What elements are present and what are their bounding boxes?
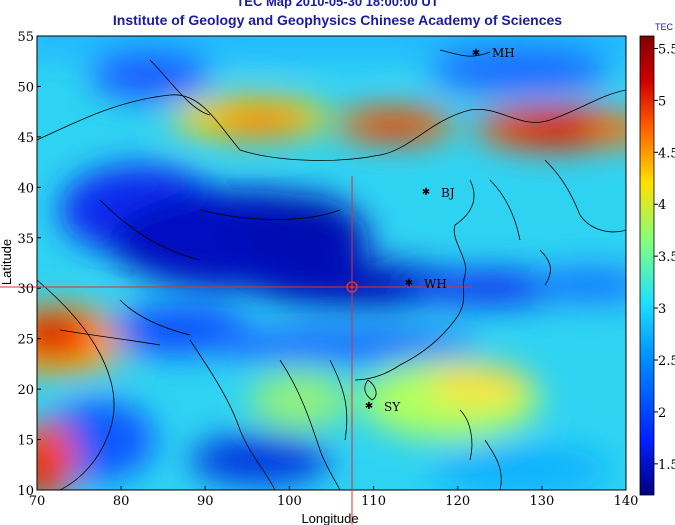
map-subtitle: Institute of Geology and Geophysics Chin… — [112, 12, 563, 28]
station-wh: ✱ WH — [405, 277, 447, 291]
crosshair-target-icon — [346, 281, 358, 293]
colorbar-tick-label: 3 — [658, 302, 666, 317]
y-tick-label: 55 — [17, 30, 34, 45]
colorbar-tick-label: 2.5 — [658, 354, 675, 369]
colorbar-label: TEC — [655, 22, 674, 32]
station-marker-icon: ✱ — [365, 401, 373, 412]
x-tick-label: 130 — [529, 494, 554, 509]
colorbar-tick-label: 4 — [658, 198, 666, 213]
map-title: TEC Map 2010-05-30 18:00:00 UT — [236, 0, 439, 9]
y-tick-label: 10 — [17, 484, 34, 499]
y-tick-label: 15 — [17, 434, 34, 449]
x-tick-label: 80 — [113, 494, 130, 509]
station-bj: ✱ BJ — [422, 186, 455, 200]
colorbar-ticks: 1.5 2 2.5 3 3.5 4 4.5 5 5.5 — [654, 42, 675, 473]
y-tick-label: 40 — [17, 181, 34, 196]
y-tick-label: 20 — [17, 383, 34, 398]
y-axis-ticks: 10 15 20 25 30 35 40 45 50 55 — [17, 30, 41, 499]
x-tick-label: 120 — [445, 494, 470, 509]
x-tick-label: 110 — [361, 494, 386, 509]
crosshair — [0, 176, 472, 525]
tec-field — [37, 36, 626, 490]
y-tick-label: 35 — [17, 232, 34, 247]
colorbar-ramp — [639, 35, 655, 496]
colorbar-tick-label: 4.5 — [658, 146, 675, 161]
x-tick-label: 70 — [29, 494, 46, 509]
station-marker-icon: ✱ — [472, 48, 480, 59]
colorbar-tick-label: 1.5 — [658, 458, 675, 473]
coastlines — [37, 49, 626, 490]
colorbar-tick-label: 3.5 — [658, 250, 675, 265]
station-mh: ✱ MH — [472, 46, 515, 60]
y-tick-label: 50 — [17, 80, 34, 95]
y-tick-label: 25 — [17, 333, 34, 348]
colorbar: TEC 1.5 2 2.5 3 3.5 4 4.5 5 5.5 — [639, 22, 675, 496]
station-label: WH — [424, 277, 447, 291]
plot-frame — [36, 35, 627, 491]
y-tick-label: 30 — [17, 282, 34, 297]
colorbar-tick-label: 5 — [658, 94, 666, 109]
x-axis-ticks: 70 80 90 100 110 120 130 140 — [29, 486, 639, 509]
station-marker-icon: ✱ — [405, 278, 413, 289]
colorbar-tick-label: 5.5 — [658, 42, 675, 57]
station-marker-icon: ✱ — [422, 187, 430, 198]
station-label: MH — [492, 46, 515, 60]
station-label: BJ — [441, 186, 455, 200]
x-tick-label: 90 — [197, 494, 214, 509]
y-tick-label: 45 — [17, 131, 34, 146]
x-tick-label: 140 — [614, 494, 639, 509]
stations: ✱ MH ✱ BJ ✱ WH ✱ SY — [365, 46, 515, 414]
y-axis-label: Latitude — [0, 239, 14, 285]
station-sy: ✱ SY — [365, 400, 401, 414]
colorbar-tick-label: 2 — [658, 406, 666, 421]
x-axis-label: Longitude — [301, 511, 358, 525]
x-tick-label: 100 — [277, 494, 302, 509]
station-label: SY — [384, 400, 401, 414]
